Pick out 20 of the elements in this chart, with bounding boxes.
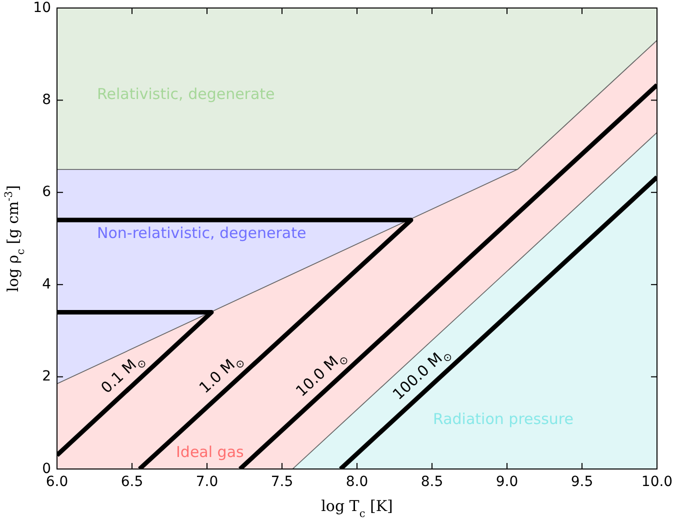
y-tick-label: 0	[42, 460, 51, 477]
x-tick-label: 6.5	[120, 474, 144, 490]
x-tick-label: 6.0	[46, 474, 68, 490]
annotation: Ideal gas	[176, 443, 244, 462]
annotation: Radiation pressure	[433, 410, 574, 428]
x-tick-label: 9.5	[570, 474, 594, 490]
annotation: Relativistic, degenerate	[97, 85, 275, 104]
y-tick-label: 2	[42, 368, 51, 385]
x-axis-title: log T$_{c}$ [K]	[321, 497, 393, 520]
annotation: Non-relativistic, degenerate	[97, 224, 306, 242]
x-tick-label: 9.0	[496, 474, 518, 490]
y-tick-label: 10	[33, 0, 51, 16]
y-tick-label: 4	[42, 276, 52, 292]
y-tick-label: 8	[42, 92, 51, 108]
x-tick-label: 7.5	[270, 474, 294, 490]
x-tick-label: 8.5	[420, 474, 444, 490]
x-tick-label: 8.0	[346, 474, 368, 490]
x-tick-label: 7.0	[196, 474, 218, 490]
x-tick-label: 10.0	[641, 474, 673, 490]
y-tick-label: 6	[42, 184, 52, 200]
